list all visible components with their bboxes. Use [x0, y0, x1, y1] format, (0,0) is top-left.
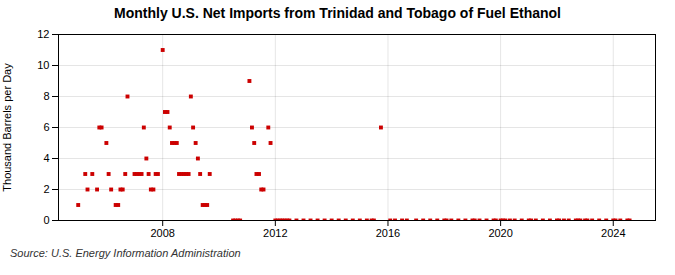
html-text:Source: U.S. Energy Informatio: Source: U.S. Energy Information Administ…	[10, 247, 241, 259]
svg-text:2024: 2024	[601, 227, 625, 239]
svg-text:4: 4	[43, 152, 49, 164]
svg-text:6: 6	[43, 121, 49, 133]
html-text:Monthly U.S. Net Imports from: Monthly U.S. Net Imports from Trinidad a…	[114, 5, 561, 21]
svg-text:2020: 2020	[488, 227, 512, 239]
svg-text:8: 8	[43, 90, 49, 102]
svg-text:2008: 2008	[150, 227, 174, 239]
svg-text:2012: 2012	[263, 227, 287, 239]
svg-text:0: 0	[43, 214, 49, 226]
svg-text:Thousand Barrels per Day: Thousand Barrels per Day	[1, 63, 13, 192]
svg-text:2: 2	[43, 183, 49, 195]
svg-text:10: 10	[37, 59, 49, 71]
svg-text:2016: 2016	[376, 227, 400, 239]
svg-text:12: 12	[37, 28, 49, 40]
